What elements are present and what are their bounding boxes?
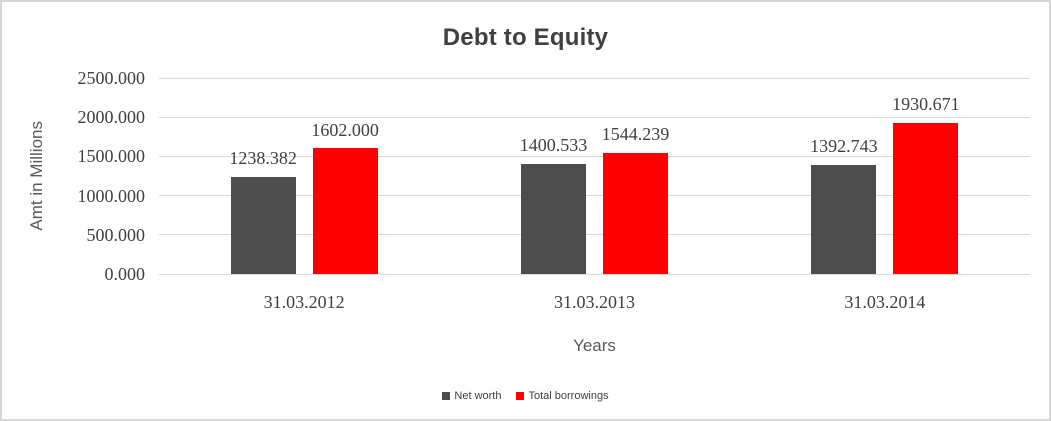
data-label: 1238.382 <box>229 148 297 169</box>
gridline <box>159 234 1030 236</box>
total-borrowings-swatch-icon <box>516 392 525 400</box>
bar-total-borrowings-31.03.2013[interactable] <box>603 152 668 274</box>
legend: Net worth Total borrowings <box>2 388 1049 404</box>
bar-net-worth-31.03.2012[interactable] <box>230 176 296 274</box>
y-axis-tick-label: 1000.000 <box>77 185 146 206</box>
legend-item-net-worth[interactable]: Net worth <box>442 390 501 402</box>
data-label: 1400.533 <box>519 135 588 156</box>
data-label: 1930.671 <box>892 93 960 114</box>
net-worth-swatch-icon <box>442 392 451 400</box>
x-axis-category-label: 31.03.2014 <box>844 292 926 312</box>
y-axis-tick-label: 2500.000 <box>77 68 146 88</box>
bar-net-worth-31.03.2013[interactable] <box>521 164 586 274</box>
plot-area: 1238.382 1602.000 1400.533 1544.239 1392.743… <box>159 77 1030 275</box>
y-axis-title-text: Amt in Millions <box>27 121 46 231</box>
gridline <box>159 155 1030 157</box>
bar-total-borrowings-31.03.2014[interactable] <box>893 122 959 274</box>
data-label: 1392.743 <box>810 136 878 157</box>
y-axis-tick-label: 500.000 <box>86 224 146 245</box>
x-axis-category-label: 31.03.2012 <box>263 292 345 312</box>
bar-net-worth-31.03.2014[interactable] <box>811 164 877 274</box>
y-axis-tick-label: 2000.000 <box>77 107 146 128</box>
y-axis-tick-label: 1500.000 <box>77 146 146 167</box>
legend-label-total-borrowings: Total borrowings <box>528 390 609 402</box>
x-axis-category-label: 31.03.2013 <box>553 292 635 312</box>
gridline <box>159 273 1030 275</box>
chart-title: Debt to Equity <box>442 24 609 51</box>
data-label: 1544.239 <box>601 124 670 145</box>
data-label: 1602.000 <box>311 119 379 140</box>
legend-item-total-borrowings[interactable]: Total borrowings <box>516 390 609 402</box>
y-axis-tick-label: 0.000 <box>104 264 146 284</box>
gridline <box>159 77 1030 79</box>
gridline <box>159 195 1030 197</box>
x-axis-title: Years <box>573 336 616 355</box>
bar-total-borrowings-31.03.2012[interactable] <box>312 148 378 274</box>
gridline <box>159 116 1030 118</box>
legend-label-net-worth: Net worth <box>454 390 502 402</box>
